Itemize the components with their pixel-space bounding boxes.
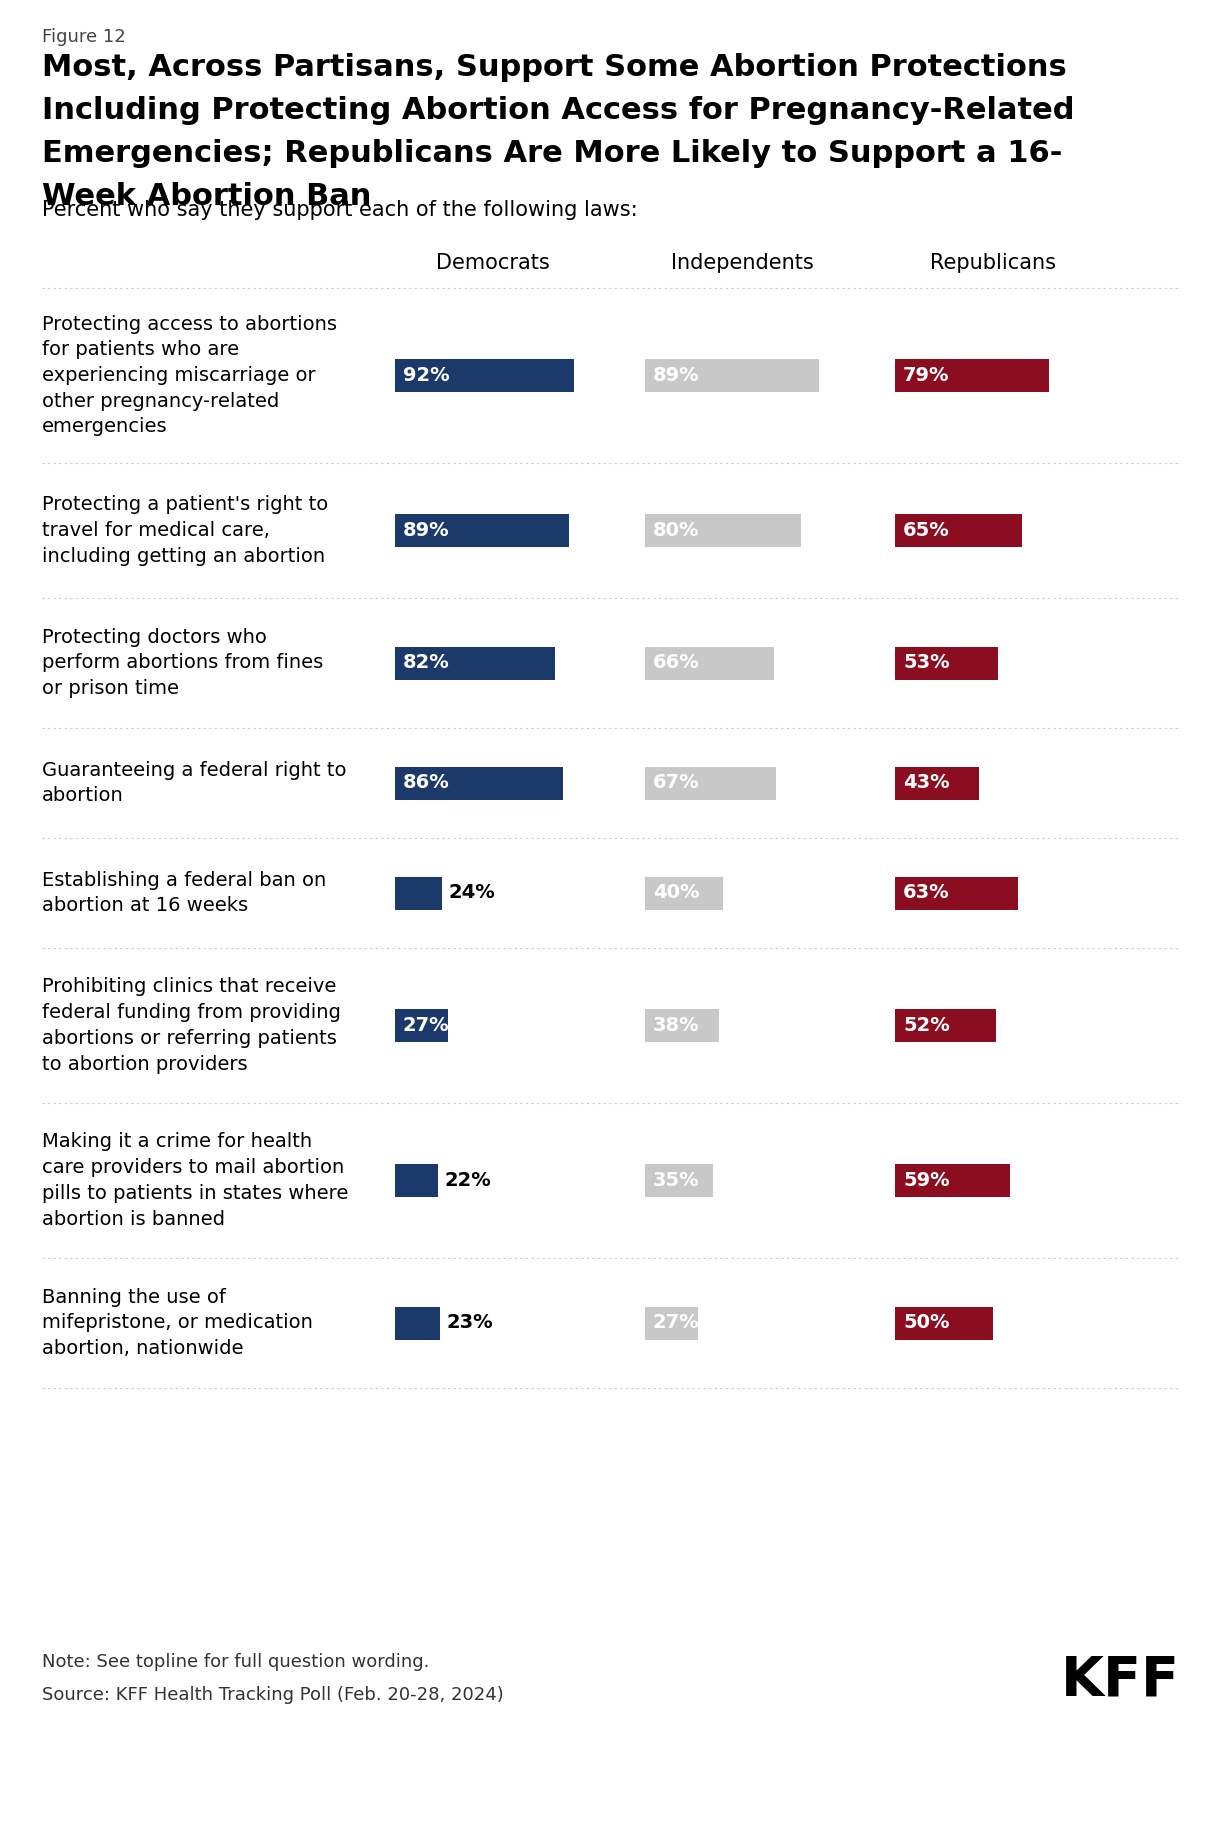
Text: 59%: 59% [903,1172,949,1190]
Text: Banning the use of
mifepristone, or medication
abortion, nationwide: Banning the use of mifepristone, or medi… [41,1288,312,1358]
Text: 67%: 67% [653,774,699,793]
Text: 79%: 79% [903,366,949,384]
Text: 92%: 92% [403,366,450,384]
Text: Week Abortion Ban: Week Abortion Ban [41,181,371,211]
Bar [645,514,802,547]
Bar [895,359,1049,392]
Text: Protecting a patient's right to
travel for medical care,
including getting an ab: Protecting a patient's right to travel f… [41,495,328,565]
Bar [395,514,569,547]
Bar [645,1009,719,1042]
Text: Percent who say they support each of the following laws:: Percent who say they support each of the… [41,200,638,220]
Text: Protecting access to abortions
for patients who are
experiencing miscarriage or
: Protecting access to abortions for patie… [41,314,337,436]
Text: Source: KFF Health Tracking Poll (Feb. 20-28, 2024): Source: KFF Health Tracking Poll (Feb. 2… [41,1685,504,1704]
Text: 63%: 63% [903,883,949,902]
Text: 22%: 22% [445,1172,492,1190]
Text: 40%: 40% [653,883,699,902]
Bar [895,1164,1010,1198]
Text: 24%: 24% [449,883,495,902]
Text: 35%: 35% [653,1172,699,1190]
Text: 66%: 66% [653,654,700,673]
Text: Independents: Independents [671,253,814,274]
Bar [645,359,819,392]
Text: Note: See topline for full question wording.: Note: See topline for full question word… [41,1652,429,1671]
Text: Figure 12: Figure 12 [41,28,126,46]
Text: Establishing a federal ban on
abortion at 16 weeks: Establishing a federal ban on abortion a… [41,870,326,915]
Text: 89%: 89% [653,366,699,384]
Text: Guaranteeing a federal right to
abortion: Guaranteeing a federal right to abortion [41,761,346,806]
Bar [395,1164,438,1198]
Bar [645,1307,698,1340]
Text: 52%: 52% [903,1016,949,1035]
Text: 27%: 27% [653,1314,699,1332]
Text: 43%: 43% [903,774,949,793]
Text: 89%: 89% [403,521,450,540]
Bar [895,876,1017,909]
Text: 23%: 23% [447,1314,493,1332]
Text: Emergencies; Republicans Are More Likely to Support a 16-: Emergencies; Republicans Are More Likely… [41,139,1063,168]
Bar [395,647,555,680]
Text: Republicans: Republicans [930,253,1055,274]
Bar [895,1009,997,1042]
Bar [395,359,575,392]
Text: Protecting doctors who
perform abortions from fines
or prison time: Protecting doctors who perform abortions… [41,628,323,699]
Text: 65%: 65% [903,521,949,540]
Bar [895,1307,993,1340]
Text: Democrats: Democrats [436,253,549,274]
Text: 82%: 82% [403,654,450,673]
Bar [895,514,1022,547]
Bar [645,647,773,680]
Text: Prohibiting clinics that receive
federal funding from providing
abortions or ref: Prohibiting clinics that receive federal… [41,978,340,1074]
Text: Most, Across Partisans, Support Some Abortion Protections: Most, Across Partisans, Support Some Abo… [41,54,1066,81]
Bar [395,1307,440,1340]
Bar [895,767,978,800]
Text: Including Protecting Abortion Access for Pregnancy-Related: Including Protecting Abortion Access for… [41,96,1075,126]
Bar [645,1164,714,1198]
Bar [395,1009,448,1042]
Bar [395,767,562,800]
Bar [645,876,723,909]
Text: 80%: 80% [653,521,699,540]
Text: 53%: 53% [903,654,949,673]
Text: 27%: 27% [403,1016,450,1035]
Bar [395,876,442,909]
Bar [645,767,776,800]
Text: 86%: 86% [403,774,450,793]
Text: Making it a crime for health
care providers to mail abortion
pills to patients i: Making it a crime for health care provid… [41,1133,349,1229]
Bar [895,647,998,680]
Text: 50%: 50% [903,1314,949,1332]
Text: 38%: 38% [653,1016,699,1035]
Text: KFF: KFF [1061,1654,1180,1708]
